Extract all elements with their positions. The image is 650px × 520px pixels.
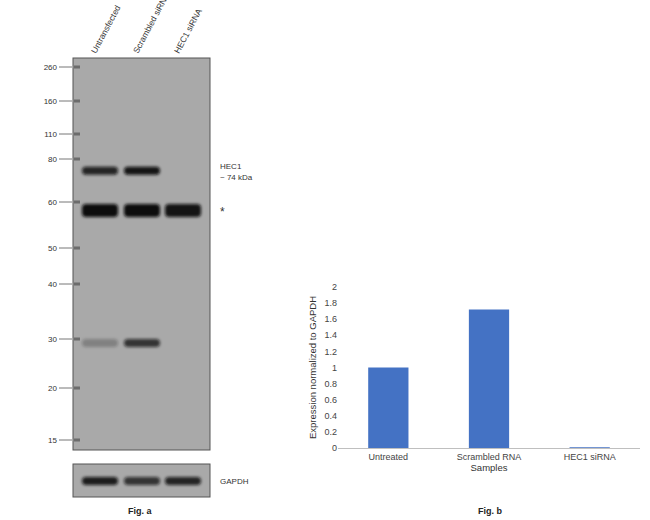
svg-text:0.8: 0.8 xyxy=(324,379,337,389)
svg-text:1.6: 1.6 xyxy=(324,314,337,324)
svg-text:60: 60 xyxy=(48,198,57,207)
svg-text:GAPDH: GAPDH xyxy=(220,477,249,486)
svg-text:1.4: 1.4 xyxy=(324,330,337,340)
svg-text:80: 80 xyxy=(48,155,57,164)
svg-text:0: 0 xyxy=(332,443,337,453)
html-text:Fig. a: Fig. a xyxy=(128,506,152,516)
svg-text:~ 74 kDa: ~ 74 kDa xyxy=(220,173,253,182)
svg-text:Scrambled RNA: Scrambled RNA xyxy=(457,452,522,462)
svg-text:1.2: 1.2 xyxy=(324,347,337,357)
svg-text:0.6: 0.6 xyxy=(324,395,337,405)
svg-text:1.8: 1.8 xyxy=(324,298,337,308)
svg-text:15: 15 xyxy=(48,436,57,445)
svg-text:Samples: Samples xyxy=(471,462,508,473)
svg-text:260: 260 xyxy=(44,63,58,72)
svg-text:1: 1 xyxy=(332,363,337,373)
html-text:Fig. b: Fig. b xyxy=(478,506,502,516)
svg-text:HEC1 siRNA: HEC1 siRNA xyxy=(564,452,616,462)
svg-text:40: 40 xyxy=(48,280,57,289)
svg-text:*: * xyxy=(220,205,225,219)
svg-text:Untransfected: Untransfected xyxy=(89,3,123,55)
svg-text:0.2: 0.2 xyxy=(324,427,337,437)
svg-text:50: 50 xyxy=(48,244,57,253)
svg-text:2: 2 xyxy=(332,282,337,292)
svg-text:160: 160 xyxy=(44,97,58,106)
svg-text:Scrambled siRNA: Scrambled siRNA xyxy=(131,0,171,55)
svg-text:20: 20 xyxy=(48,384,57,393)
svg-text:HEC1: HEC1 xyxy=(220,162,242,171)
svg-text:0.4: 0.4 xyxy=(324,411,337,421)
svg-text:110: 110 xyxy=(44,130,57,139)
svg-text:Untreated: Untreated xyxy=(369,452,409,462)
svg-text:Expression normalized to GAPDH: Expression normalized to GAPDH xyxy=(307,296,318,439)
svg-text:HEC1 siRNA: HEC1 siRNA xyxy=(172,7,204,55)
svg-text:30: 30 xyxy=(48,335,57,344)
